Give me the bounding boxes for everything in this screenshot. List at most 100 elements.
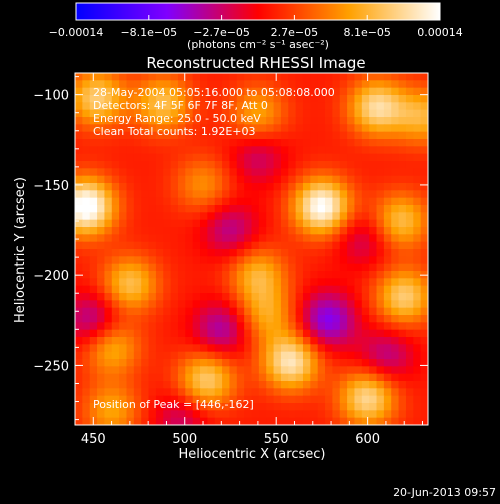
heatmap-cell (405, 351, 414, 360)
heatmap-cell (82, 241, 91, 250)
heatmap-cell (214, 359, 223, 367)
heatmap-cell (302, 212, 311, 221)
heatmap-cell (295, 146, 304, 155)
heatmap-cell (420, 95, 428, 103)
heatmap-cell (236, 190, 245, 199)
heatmap-cell (398, 256, 407, 265)
heatmap-cell (376, 278, 385, 287)
heatmap-cell (207, 197, 216, 206)
heatmap-cell (200, 190, 208, 199)
heatmap-cell (119, 117, 128, 125)
heatmap-cell (332, 300, 341, 309)
heatmap-cell (89, 205, 98, 213)
heatmap-cell (82, 219, 91, 228)
heatmap-cell (185, 234, 194, 243)
heatmap-cell (89, 146, 98, 155)
heatmap-cell (177, 109, 186, 118)
heatmap-cell (126, 315, 135, 323)
heatmap-cell (295, 410, 304, 419)
heatmap-cell (317, 139, 326, 147)
heatmap-cell (310, 293, 319, 301)
heatmap-cell (207, 146, 216, 155)
heatmap-cell (185, 146, 194, 155)
heatmap-cell (420, 329, 428, 338)
heatmap-cell (111, 307, 120, 316)
heatmap-cell (104, 271, 113, 279)
heatmap-cell (325, 146, 333, 155)
heatmap-cell (222, 271, 231, 279)
heatmap-cell (302, 417, 311, 425)
heatmap-cell (391, 322, 400, 331)
heatmap-cell (339, 381, 348, 389)
heatmap-cell (185, 359, 194, 367)
heatmap-cell (192, 212, 201, 221)
heatmap-cell (288, 219, 297, 228)
heatmap-cell (111, 117, 120, 125)
heatmap-cell (148, 403, 157, 411)
heatmap-cell (258, 300, 267, 309)
heatmap-cell (97, 95, 106, 103)
heatmap-cell (104, 73, 113, 81)
heatmap-cell (347, 249, 356, 257)
heatmap-cell (420, 373, 428, 382)
heatmap-cell (163, 102, 172, 111)
heatmap-cell (302, 161, 311, 169)
heatmap-cell (398, 109, 407, 118)
heatmap-cell (310, 219, 319, 228)
heatmap-cell (332, 197, 341, 206)
heatmap-cell (332, 139, 341, 147)
heatmap-cell (222, 300, 231, 309)
heatmap-cell (163, 395, 172, 404)
heatmap-cell (332, 410, 341, 419)
heatmap-cell (111, 329, 120, 338)
heatmap-cell (391, 315, 400, 323)
heatmap-cell (361, 124, 370, 133)
heatmap-cell (266, 293, 275, 301)
heatmap-cell (258, 388, 267, 397)
heatmap-cell (398, 241, 407, 250)
heatmap-cell (229, 227, 238, 235)
heatmap-cell (347, 241, 356, 250)
heatmap-cell (97, 322, 106, 331)
heatmap-cell (325, 410, 333, 419)
heatmap-cell (141, 388, 150, 397)
heatmap-cell (258, 373, 267, 382)
heatmap-cell (97, 249, 106, 257)
heatmap-cell (383, 161, 392, 169)
heatmap-cell (244, 139, 253, 147)
heatmap-cell (398, 227, 407, 235)
heatmap-cell (177, 388, 186, 397)
heatmap-cell (383, 124, 392, 133)
heatmap-cell (376, 212, 385, 221)
heatmap-cell (155, 219, 164, 228)
heatmap-cell (354, 249, 363, 257)
heatmap-cell (222, 131, 231, 140)
heatmap-cell (391, 87, 400, 96)
heatmap-cell (141, 80, 150, 89)
heatmap-cell (258, 329, 267, 338)
heatmap-cell (273, 351, 282, 360)
heatmap-cell (170, 102, 179, 111)
heatmap-cell (97, 388, 106, 397)
heatmap-cell (244, 410, 253, 419)
heatmap-cell (89, 241, 98, 250)
heatmap-cell (177, 329, 186, 338)
heatmap-cell (391, 249, 400, 257)
heatmap-cell (317, 256, 326, 265)
heatmap-cell (200, 109, 208, 118)
heatmap-cell (170, 293, 179, 301)
heatmap-cell (244, 241, 253, 250)
heatmap-cell (155, 205, 164, 213)
heatmap-cell (82, 351, 91, 360)
heatmap-cell (170, 175, 179, 184)
heatmap-cell (155, 329, 164, 338)
heatmap-cell (251, 227, 260, 235)
heatmap-cell (236, 271, 245, 279)
heatmap-cell (420, 278, 428, 287)
heatmap-cell (302, 80, 311, 89)
heatmap-cell (258, 190, 267, 199)
heatmap-cell (420, 388, 428, 397)
heatmap-cell (222, 351, 231, 360)
heatmap-cell (383, 183, 392, 191)
heatmap-cell (383, 205, 392, 213)
